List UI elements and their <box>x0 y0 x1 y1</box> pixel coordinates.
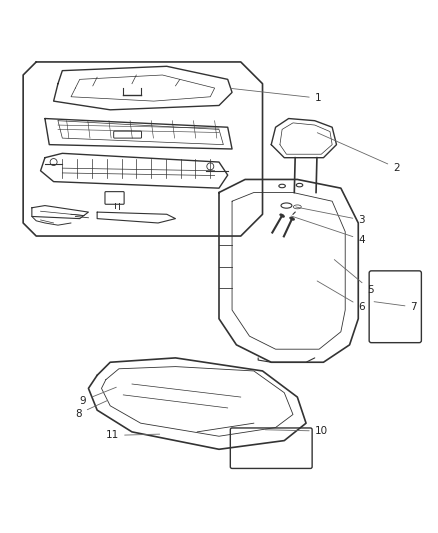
Ellipse shape <box>280 214 284 217</box>
Text: 10: 10 <box>265 426 328 436</box>
Text: 11: 11 <box>106 431 159 440</box>
Text: 7: 7 <box>374 302 417 312</box>
Text: 5: 5 <box>334 260 374 295</box>
Text: 1: 1 <box>230 88 321 103</box>
Ellipse shape <box>279 184 286 188</box>
Ellipse shape <box>296 183 303 187</box>
Text: 9: 9 <box>80 387 117 406</box>
Text: 4: 4 <box>291 216 365 245</box>
Text: 8: 8 <box>75 400 108 418</box>
Text: 6: 6 <box>317 281 365 312</box>
Ellipse shape <box>290 217 294 220</box>
Text: 3: 3 <box>296 207 365 225</box>
Text: 2: 2 <box>317 133 400 173</box>
